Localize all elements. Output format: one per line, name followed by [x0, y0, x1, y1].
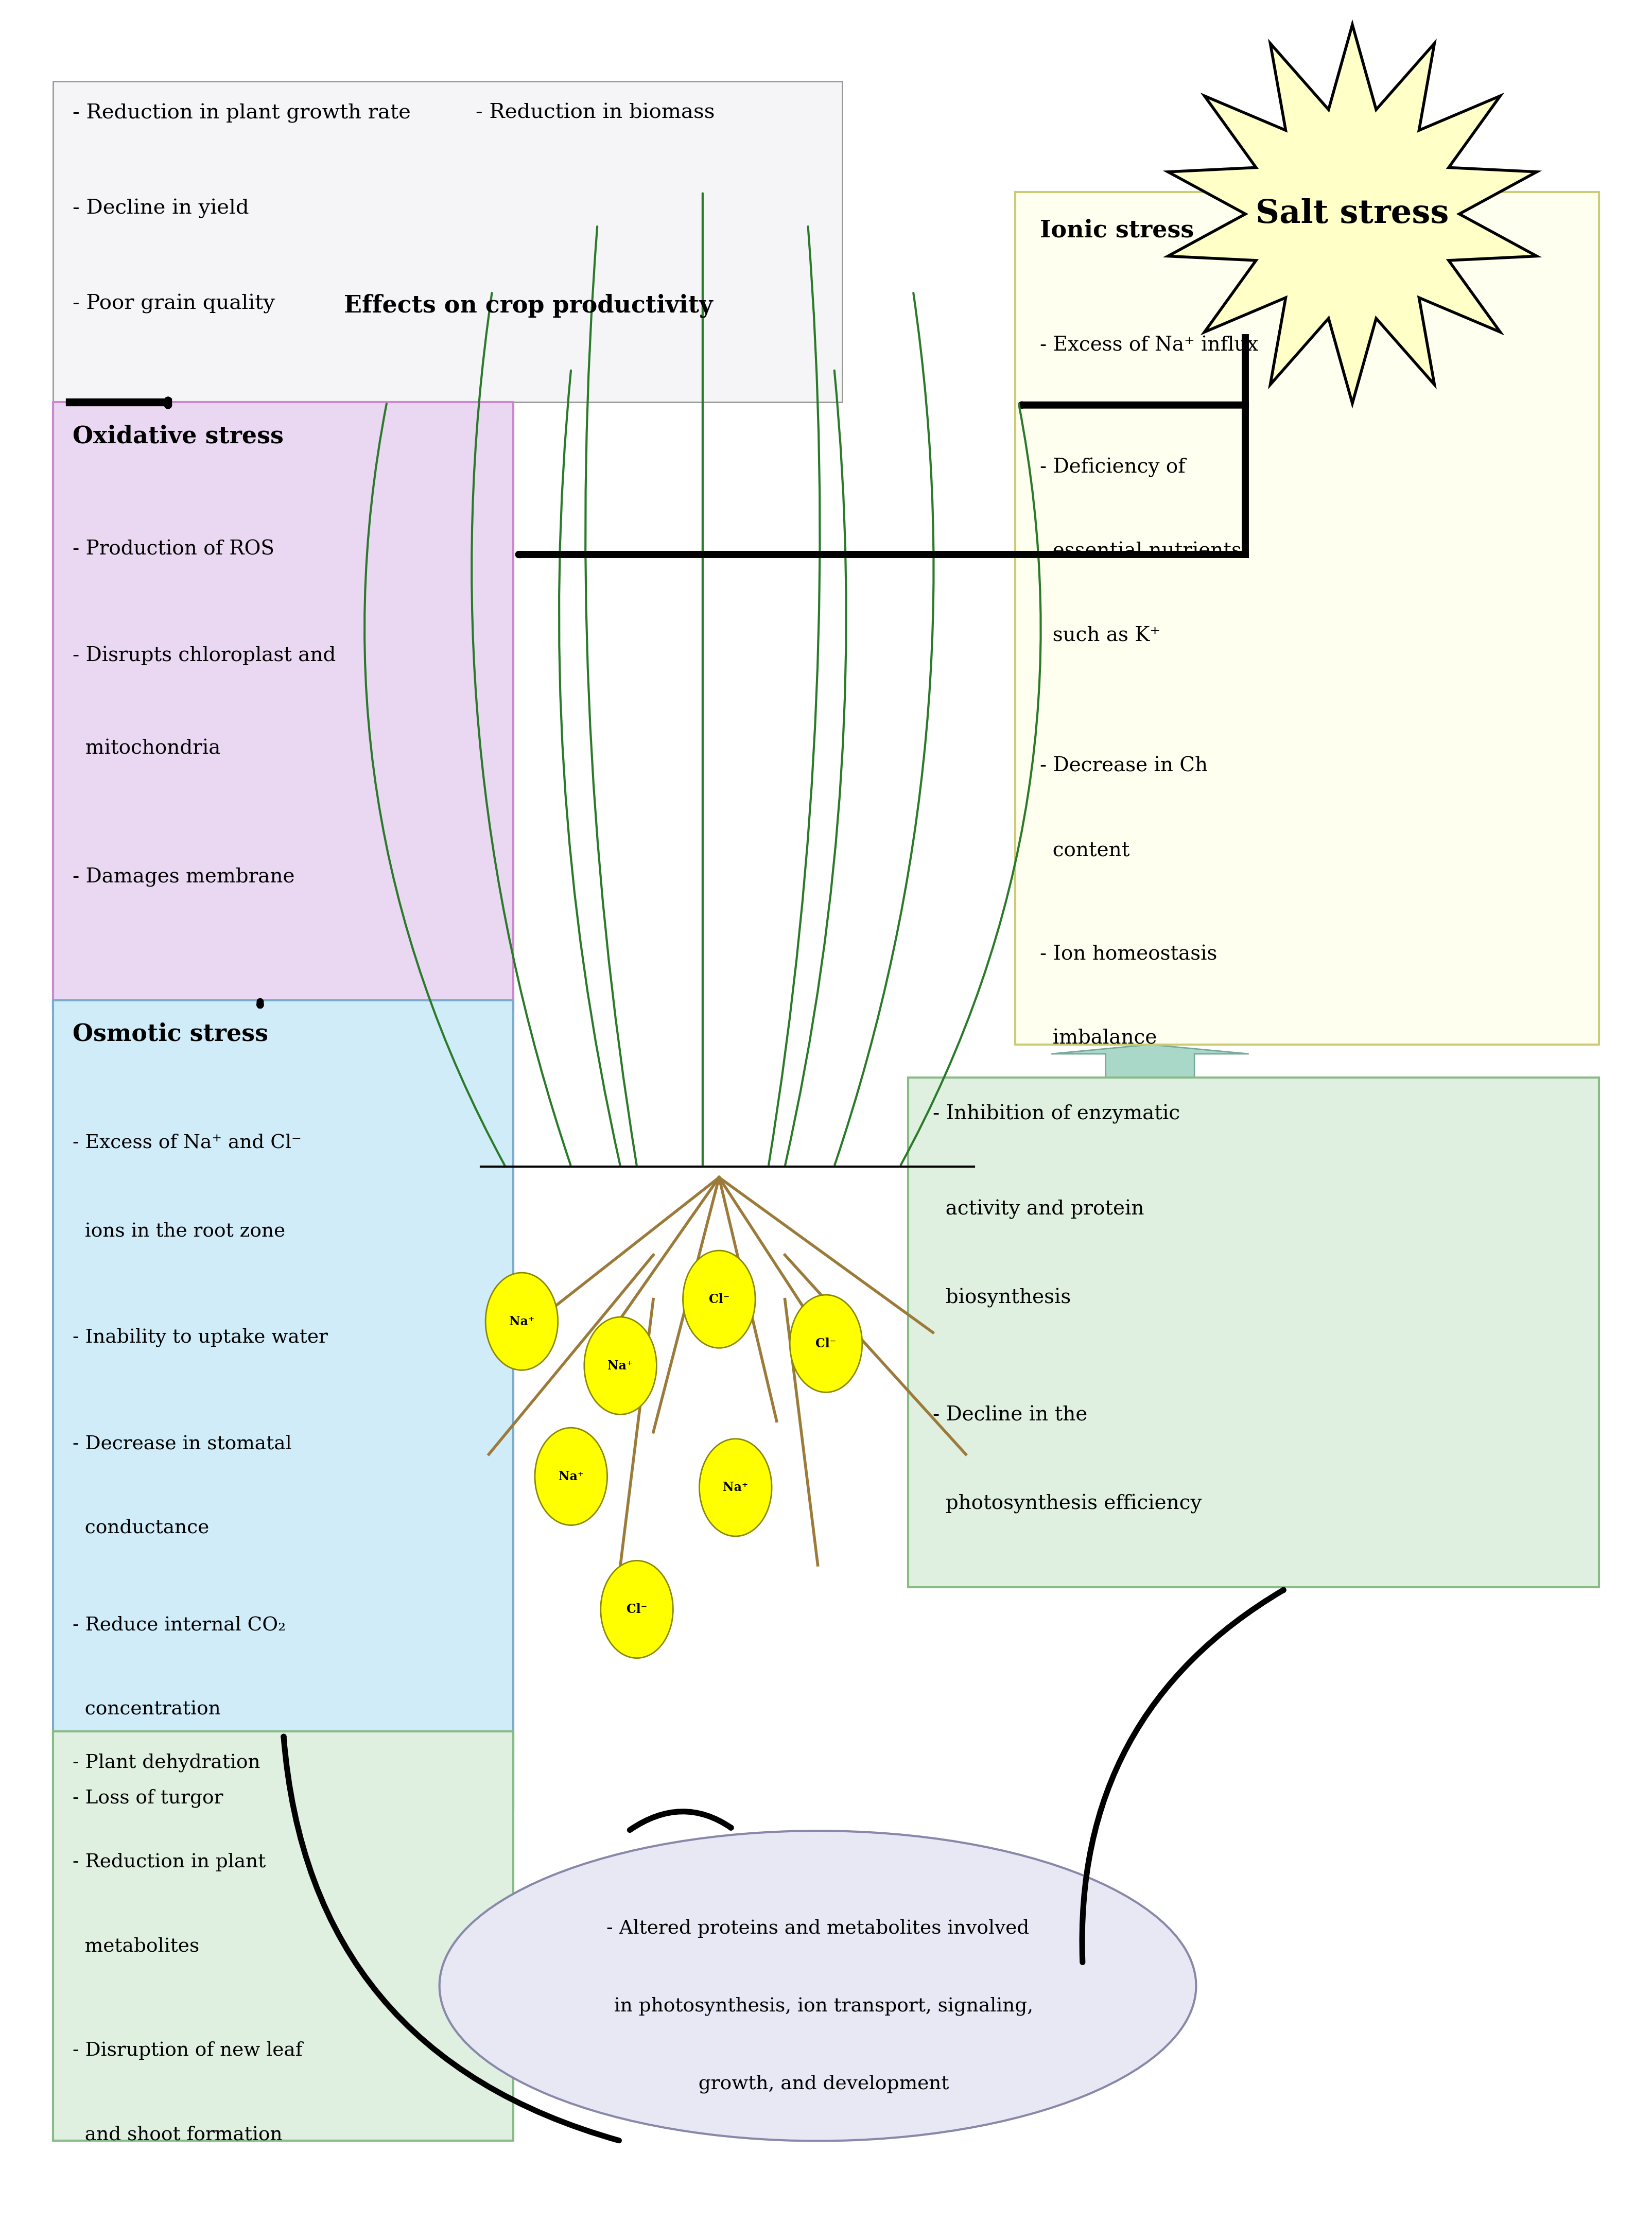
Text: Na⁺: Na⁺: [724, 1482, 748, 1493]
Text: - Inability to uptake water: - Inability to uptake water: [73, 1329, 329, 1347]
Circle shape: [535, 1429, 608, 1524]
Text: Na⁺: Na⁺: [509, 1315, 534, 1327]
Text: imbalance: imbalance: [1039, 1029, 1156, 1049]
Text: - Inhibition of enzymatic: - Inhibition of enzymatic: [933, 1104, 1180, 1124]
Text: and shoot formation: and shoot formation: [73, 2126, 282, 2144]
Text: activity and protein: activity and protein: [933, 1200, 1145, 1220]
Circle shape: [682, 1251, 755, 1349]
Text: - Reduction in biomass: - Reduction in biomass: [476, 102, 715, 122]
FancyBboxPatch shape: [53, 80, 843, 402]
Text: - Altered proteins and metabolites involved: - Altered proteins and metabolites invol…: [606, 1920, 1029, 1938]
Circle shape: [790, 1295, 862, 1393]
Text: such as K⁺: such as K⁺: [1039, 627, 1160, 644]
Text: - Excess of Na⁺ and Cl⁻: - Excess of Na⁺ and Cl⁻: [73, 1133, 302, 1151]
Text: Salt stress: Salt stress: [1256, 198, 1449, 229]
Text: content: content: [1039, 840, 1130, 860]
Text: Effects on crop productivity: Effects on crop productivity: [344, 293, 714, 318]
Text: Oxidative stress: Oxidative stress: [73, 424, 284, 449]
Circle shape: [699, 1440, 771, 1535]
Text: - Ion homeostasis: - Ion homeostasis: [1039, 944, 1218, 964]
Text: Na⁺: Na⁺: [558, 1471, 583, 1482]
Text: - Damages membrane: - Damages membrane: [73, 867, 294, 887]
Text: - Decline in yield: - Decline in yield: [73, 198, 249, 218]
Circle shape: [486, 1273, 558, 1371]
Text: Cl⁻: Cl⁻: [709, 1293, 730, 1307]
Text: biosynthesis: biosynthesis: [933, 1289, 1070, 1309]
Text: - Disruption of new leaf: - Disruption of new leaf: [73, 2042, 302, 2060]
FancyBboxPatch shape: [53, 1731, 514, 2142]
Text: ions in the root zone: ions in the root zone: [73, 1222, 286, 1240]
Text: Osmotic stress: Osmotic stress: [73, 1022, 268, 1047]
Text: - Excess of Na⁺ influx: - Excess of Na⁺ influx: [1039, 336, 1259, 356]
Polygon shape: [185, 1731, 382, 1809]
Text: - Decrease in stomatal: - Decrease in stomatal: [73, 1435, 292, 1453]
Text: conductance: conductance: [73, 1518, 210, 1538]
Text: - Production of ROS: - Production of ROS: [73, 540, 274, 558]
Circle shape: [601, 1560, 672, 1658]
Text: Ionic stress: Ionic stress: [1039, 218, 1194, 242]
FancyBboxPatch shape: [53, 1000, 514, 1809]
Text: - Loss of turgor: - Loss of turgor: [73, 1789, 223, 1806]
Text: - Poor grain quality: - Poor grain quality: [73, 293, 274, 313]
FancyBboxPatch shape: [909, 1078, 1599, 1587]
Ellipse shape: [439, 1831, 1196, 2142]
Text: Cl⁻: Cl⁻: [626, 1602, 648, 1615]
Text: - Reduction in plant: - Reduction in plant: [73, 1853, 266, 1871]
Text: - Deficiency of: - Deficiency of: [1039, 458, 1186, 478]
FancyBboxPatch shape: [53, 402, 514, 1011]
Text: concentration: concentration: [73, 1700, 221, 1718]
Text: - Reduce internal CO₂: - Reduce internal CO₂: [73, 1615, 286, 1635]
Text: photosynthesis efficiency: photosynthesis efficiency: [933, 1493, 1203, 1513]
Text: - Decrease in Ch: - Decrease in Ch: [1039, 758, 1208, 775]
Text: - Disrupts chloroplast and: - Disrupts chloroplast and: [73, 647, 335, 664]
Text: mitochondria: mitochondria: [73, 740, 221, 758]
Text: growth, and development: growth, and development: [686, 2075, 950, 2093]
Text: essential nutrients: essential nutrients: [1039, 542, 1242, 560]
Text: Cl⁻: Cl⁻: [816, 1338, 836, 1349]
Text: Na⁺: Na⁺: [608, 1360, 633, 1371]
Text: metabolites: metabolites: [73, 1938, 200, 1955]
Text: in photosynthesis, ion transport, signaling,: in photosynthesis, ion transport, signal…: [601, 1998, 1034, 2015]
Polygon shape: [1051, 1044, 1249, 1078]
Text: - Reduction in plant growth rate: - Reduction in plant growth rate: [73, 102, 411, 122]
FancyBboxPatch shape: [1016, 191, 1599, 1044]
Text: - Plant dehydration: - Plant dehydration: [73, 1753, 261, 1773]
Polygon shape: [1168, 24, 1536, 404]
Text: - Decline in the: - Decline in the: [933, 1407, 1087, 1424]
Circle shape: [585, 1318, 656, 1415]
